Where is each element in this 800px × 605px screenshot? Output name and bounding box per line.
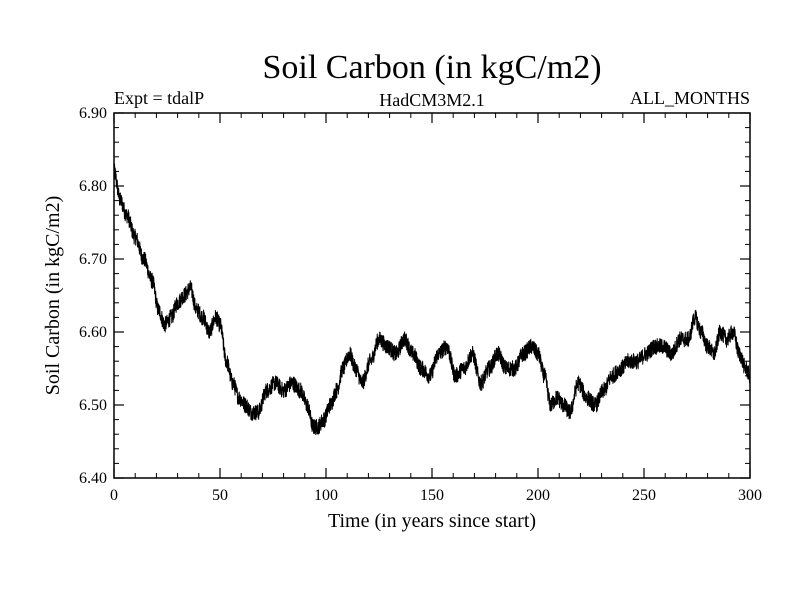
x-tick-label: 300 <box>738 487 762 504</box>
y-axis-label: Soil Carbon (in kgC/m2) <box>42 196 64 395</box>
months-label: ALL_MONTHS <box>630 88 750 108</box>
x-tick-label: 0 <box>110 487 118 504</box>
x-axis-label: Time (in years since start) <box>328 510 536 532</box>
y-tick-label: 6.50 <box>79 397 107 414</box>
y-tick-label: 6.60 <box>79 324 107 341</box>
data-series <box>113 163 751 435</box>
experiment-label: Expt = tdalP <box>114 88 204 108</box>
x-tick-label: 50 <box>212 487 228 504</box>
y-tick-label: 6.40 <box>79 470 107 487</box>
y-tick-label: 6.80 <box>79 178 107 195</box>
chart-title: Soil Carbon (in kgC/m2) <box>262 49 601 86</box>
series-line <box>113 163 751 435</box>
x-tick-label: 200 <box>526 487 550 504</box>
model-label: HadCM3M2.1 <box>379 90 485 110</box>
y-tick-label: 6.90 <box>79 105 107 122</box>
y-tick-label: 6.70 <box>79 251 107 268</box>
x-tick-label: 100 <box>314 487 338 504</box>
x-tick-label: 150 <box>420 487 444 504</box>
x-tick-label: 250 <box>632 487 656 504</box>
plot-frame <box>113 112 751 479</box>
